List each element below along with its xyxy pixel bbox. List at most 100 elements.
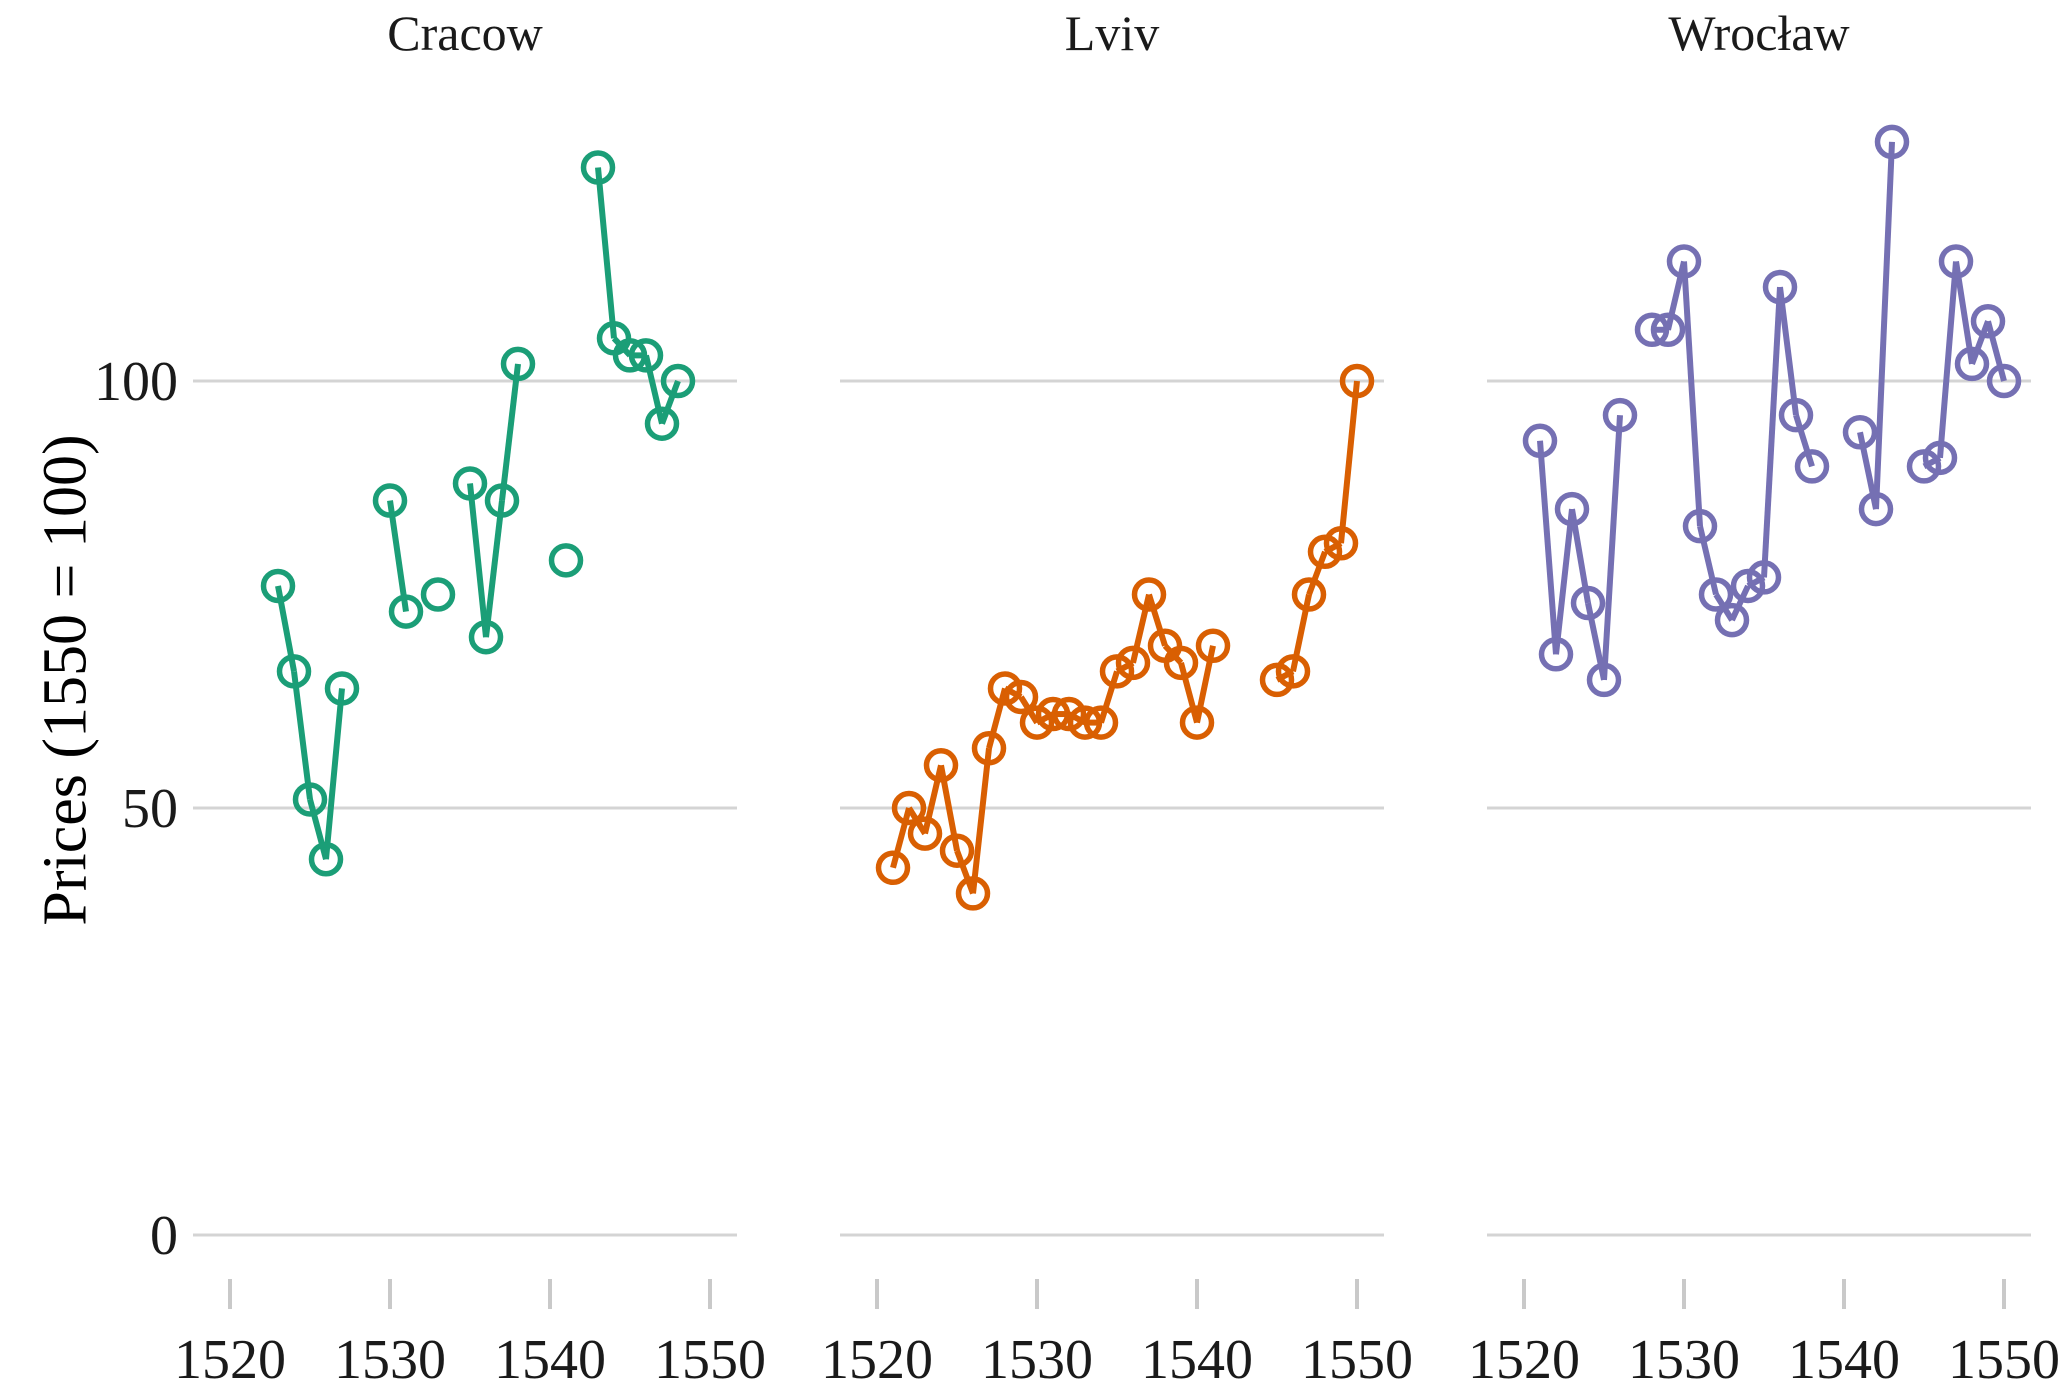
x-tick-label: 1540 [494,1329,606,1388]
series-segment [1665,260,1687,331]
x-tick-label: 1530 [1628,1329,1740,1388]
data-point [1163,645,1199,681]
series-segment [307,798,329,861]
series-segment [954,849,976,895]
series-segment [1953,260,1975,365]
data-point [907,816,943,851]
data-point [1538,637,1574,672]
data-point [955,876,991,911]
series-segment [1553,508,1575,655]
data-point [1522,423,1558,459]
x-tick-label: 1550 [654,1329,766,1388]
series-segment [387,500,409,613]
data-point [1922,440,1958,476]
data-point [660,363,696,399]
data-point [276,654,312,689]
x-tick-label: 1520 [821,1329,933,1388]
series-segment [1098,670,1120,724]
x-tick-label: 1550 [1301,1329,1413,1388]
data-point [1778,397,1814,433]
data-point [1035,696,1071,732]
data-point [971,730,1007,766]
series-segment [1873,141,1895,510]
data-point [1195,628,1231,663]
data-point [1083,705,1119,740]
data-point [1003,679,1039,715]
data-point [1602,397,1638,433]
data-point [1794,449,1830,484]
data-point [1586,662,1622,698]
series-segment [922,764,944,835]
series-segment [1729,584,1751,622]
series-segment [1162,643,1184,665]
panel-title-cracow: Cracow [387,5,543,61]
data-point [468,619,504,655]
x-tick-label: 1540 [1141,1329,1253,1388]
series-segment [1777,286,1799,416]
series-segment [643,354,665,425]
series-segment [1969,320,1991,365]
series-segment [890,807,912,869]
data-point [1634,312,1670,348]
series-segment [1537,440,1559,655]
series-segment [1306,550,1328,596]
data-point [1131,577,1167,612]
data-point [891,790,927,826]
data-point [1554,491,1590,527]
series-segment [1601,414,1623,681]
panel-title-wroclaw: Wrocław [1668,5,1850,61]
data-point [1570,585,1606,621]
x-tick-label: 1520 [174,1329,286,1388]
data-point [484,483,520,518]
data-point [1323,526,1359,561]
y-tick-label: 100 [94,351,178,413]
data-point [1682,508,1718,544]
data-point [324,671,360,706]
data-point [1938,244,1974,279]
data-point [875,850,911,886]
data-point [1954,346,1990,382]
data-point [612,338,648,373]
panel-title-lviv: Lviv [1064,5,1160,61]
data-point [580,150,616,185]
series-segment [499,363,521,501]
data-point [1115,645,1151,681]
series-segment [1697,525,1719,596]
series-segment [1793,414,1815,468]
data-point [1339,363,1375,399]
data-point [452,466,488,501]
series-segment [1681,261,1703,527]
data-point [1874,124,1910,160]
data-point [644,406,680,441]
x-tick-label: 1540 [1788,1329,1900,1388]
data-point [260,568,296,604]
series-segment [595,167,617,339]
series-segment [291,670,313,800]
data-point [939,833,975,868]
data-point [500,346,536,382]
y-tick-label: 50 [122,778,178,840]
data-point [420,577,456,612]
data-point [372,483,408,518]
data-point [292,782,328,817]
y-tick-label: 0 [150,1205,178,1267]
series-segment [986,687,1008,749]
data-point [1698,577,1734,612]
series-segment [1937,261,1959,459]
x-tick-label: 1530 [334,1329,446,1388]
data-point [1275,654,1311,689]
data-point [308,841,344,877]
series-segment [659,379,681,425]
series-segment [1338,380,1360,544]
data-point [1650,312,1686,348]
series-segment [1761,286,1783,578]
series-segment [1178,662,1200,724]
data-point [1986,363,2022,399]
series-segment [611,336,633,358]
series-segment [1130,593,1152,664]
data-point [1067,705,1103,740]
data-point [1179,705,1215,740]
x-tick-label: 1550 [1948,1329,2060,1388]
series-segment [970,747,992,894]
